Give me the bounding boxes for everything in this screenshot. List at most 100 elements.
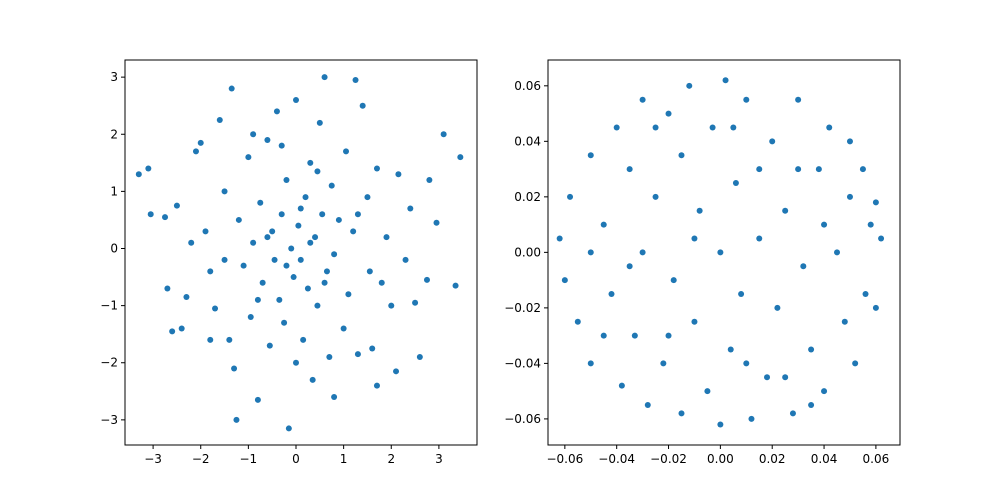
point [808, 402, 815, 409]
y-tick-label: 0.00 [514, 245, 541, 259]
point [834, 249, 841, 256]
x-tick-label: −0.02 [650, 452, 687, 466]
point [173, 202, 180, 209]
point [631, 332, 638, 339]
point [326, 354, 333, 361]
point [245, 154, 252, 161]
point [288, 245, 295, 252]
x-tick-label: 1 [340, 452, 348, 466]
point [795, 166, 802, 173]
x-tick-label: −3 [144, 452, 162, 466]
x-tick-label: −1 [240, 452, 258, 466]
point [250, 131, 257, 138]
point [366, 268, 373, 275]
point [352, 76, 359, 83]
point [652, 193, 659, 200]
point [373, 382, 380, 389]
point [815, 166, 822, 173]
point [221, 188, 228, 195]
point [756, 166, 763, 173]
point [259, 279, 266, 286]
point [686, 82, 693, 89]
point [412, 299, 419, 306]
point [343, 148, 350, 155]
point [872, 199, 879, 206]
point [652, 124, 659, 131]
point [639, 96, 646, 103]
point [207, 336, 214, 343]
x-tick-label: 0.04 [811, 452, 838, 466]
point [281, 319, 288, 326]
point [808, 346, 815, 353]
point [278, 142, 285, 149]
x-tick-label: −0.04 [598, 452, 635, 466]
point [312, 234, 319, 241]
point [756, 235, 763, 242]
y-tick-label: 1 [110, 184, 118, 198]
point [226, 336, 233, 343]
point [178, 325, 185, 332]
point [278, 211, 285, 218]
point [135, 171, 142, 178]
point [169, 328, 176, 335]
point [789, 410, 796, 417]
point [665, 332, 672, 339]
point [257, 199, 264, 206]
y-tick-label: 0 [110, 242, 118, 256]
point [145, 165, 152, 172]
point [297, 205, 304, 212]
point [307, 239, 314, 246]
point [678, 152, 685, 159]
point [292, 96, 299, 103]
point [587, 249, 594, 256]
point [457, 154, 464, 161]
point [727, 346, 734, 353]
point [696, 207, 703, 214]
point [738, 290, 745, 297]
point [600, 221, 607, 228]
y-tick-label: −1 [100, 299, 118, 313]
point [364, 194, 371, 201]
point [378, 279, 385, 286]
point [304, 285, 311, 292]
point [233, 416, 240, 423]
point [826, 124, 833, 131]
point [800, 263, 807, 270]
point [639, 249, 646, 256]
point [644, 402, 651, 409]
point [691, 318, 698, 325]
point [867, 221, 874, 228]
point [335, 216, 342, 223]
point [359, 102, 366, 109]
point [321, 74, 328, 81]
point [188, 239, 195, 246]
point [276, 296, 283, 303]
x-tick-label: 0 [292, 452, 300, 466]
point [192, 148, 199, 155]
point [730, 124, 737, 131]
point [841, 318, 848, 325]
point [859, 166, 866, 173]
point [862, 290, 869, 297]
point [328, 182, 335, 189]
point [369, 345, 376, 352]
point [264, 234, 271, 241]
point [717, 249, 724, 256]
point [587, 152, 594, 159]
point [608, 290, 615, 297]
point [748, 415, 755, 422]
point [314, 302, 321, 309]
point [626, 166, 633, 173]
point [269, 228, 276, 235]
point [764, 374, 771, 381]
point [407, 205, 414, 212]
point [732, 179, 739, 186]
point [354, 211, 361, 218]
point [266, 342, 273, 349]
point [302, 194, 309, 201]
y-tick-label: −0.06 [504, 412, 541, 426]
point [416, 354, 423, 361]
point [722, 77, 729, 84]
point [743, 360, 750, 367]
